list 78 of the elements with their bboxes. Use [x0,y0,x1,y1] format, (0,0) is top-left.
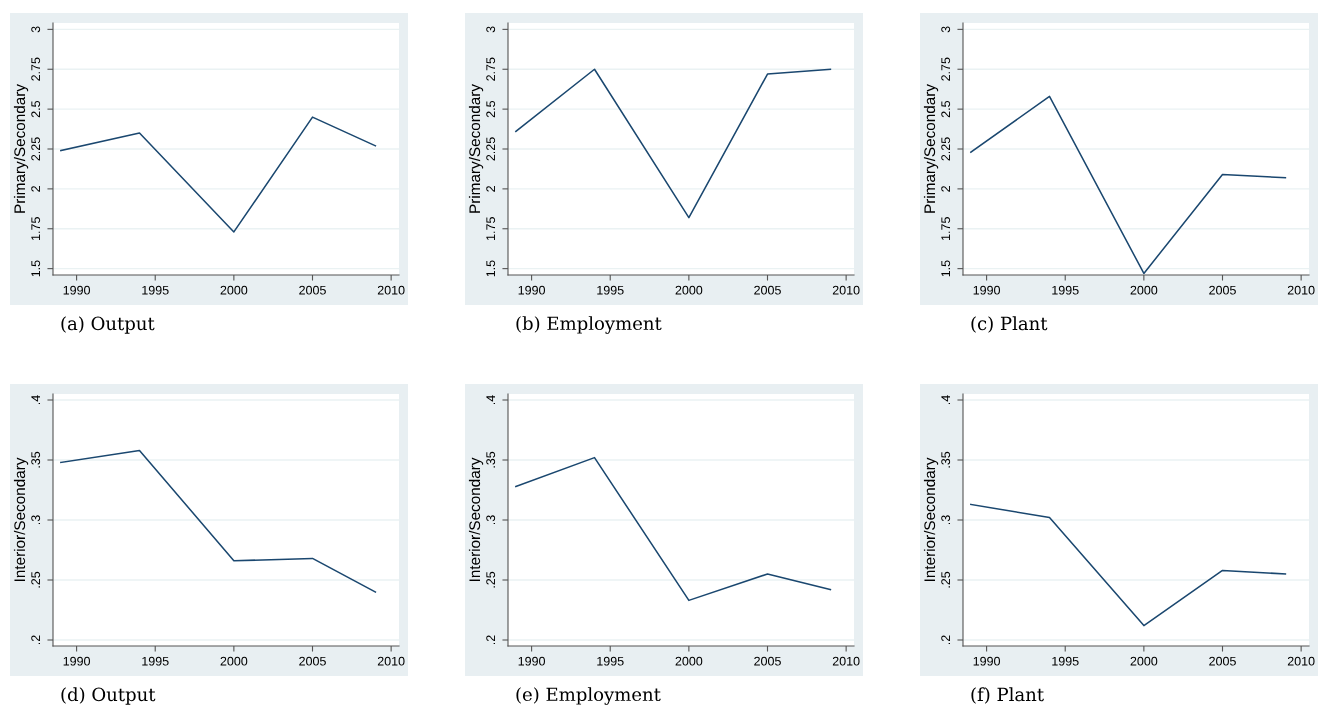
text: (e) Employment [516,687,661,705]
x-tick-label: 2000 [220,656,248,666]
x-tick-label: 1990 [973,285,1001,295]
x-tick-label: 2010 [377,285,405,295]
y-tick-label: 2.25 [31,137,41,161]
y-axis-title: Interior/Secondary [468,457,484,581]
y-tick-label: 2 [486,186,495,192]
y-tick-label: 3 [486,26,496,33]
x-tick-label: 1990 [63,656,91,666]
y-tick-label: .35 [486,451,496,468]
y-tick-label: .4 [941,395,950,405]
y-tick-label: .25 [941,571,951,588]
y-tick-label: .2 [31,635,40,645]
y-tick-label: 2.25 [941,137,951,161]
x-tick-label: 1990 [973,656,1001,666]
y-tick-label: 2.5 [941,100,951,118]
y-axis-title: Primary/Secondary [923,84,939,213]
y-axis-title: Interior/Secondary [13,457,29,581]
x-tick-label: 2010 [1287,656,1315,666]
y-tick-label: .3 [941,515,951,525]
text: (c) Plant [971,316,1048,333]
y-tick-label: 1.5 [941,260,951,277]
x-tick-label: 2010 [832,656,860,666]
x-tick-label: 2005 [754,656,781,666]
y-tick-label: .35 [941,451,951,468]
x-tick-label: 1990 [63,285,91,295]
text: (b) Employment [516,316,662,334]
y-tick-label: 1.5 [486,260,496,277]
x-tick-label: 2000 [675,285,703,295]
y-tick-label: 2.25 [486,137,496,161]
y-axis-title: Primary/Secondary [13,84,29,213]
y-tick-label: .4 [31,395,40,405]
y-tick-label: 1.75 [941,217,951,240]
y-tick-label: .4 [486,395,495,405]
y-tick-label: 1.75 [31,217,41,240]
text: (f) Plant [971,687,1044,704]
y-tick-label: .2 [941,635,950,645]
y-tick-label: 2.5 [31,100,41,118]
x-tick-label: 2010 [377,656,405,666]
y-tick-label: .25 [486,571,496,588]
y-tick-label: .3 [486,515,496,525]
x-tick-label: 2000 [675,656,703,666]
x-tick-label: 2000 [1130,285,1158,295]
x-tick-label: 2005 [299,285,326,295]
x-tick-label: 2005 [1209,285,1236,295]
x-tick-label: 1995 [597,656,624,666]
x-tick-label: 1995 [142,285,169,295]
y-axis-title: Primary/Secondary [468,84,484,213]
x-tick-label: 2005 [754,285,781,295]
x-tick-label: 2010 [832,285,860,295]
y-tick-label: 1.75 [486,217,496,240]
y-tick-label: .25 [31,571,41,588]
y-tick-label: 3 [941,26,951,33]
x-tick-label: 1995 [1052,656,1079,666]
y-tick-label: 2 [941,186,950,192]
y-tick-label: 1.5 [31,260,41,277]
x-tick-label: 1995 [597,285,624,295]
x-tick-label: 2005 [299,656,326,666]
x-tick-label: 2000 [220,285,248,295]
y-tick-label: 2.75 [31,57,41,81]
text: (a) Output [61,316,155,334]
y-tick-label: 2.75 [486,57,496,81]
text: (d) Output [61,687,156,705]
y-tick-label: .3 [31,515,41,525]
x-tick-label: 1995 [142,656,169,666]
x-tick-label: 1990 [518,285,546,295]
y-tick-label: 3 [31,26,41,33]
y-tick-label: 2.75 [941,57,951,81]
x-tick-label: 1995 [1052,285,1079,295]
x-tick-label: 2005 [1209,656,1236,666]
x-tick-label: 2000 [1130,656,1158,666]
y-tick-label: 2 [31,186,40,192]
x-tick-label: 2010 [1287,285,1315,295]
y-axis-title: Interior/Secondary [923,457,939,581]
y-tick-label: .35 [31,451,41,468]
y-tick-label: .2 [486,635,495,645]
y-tick-label: 2.5 [486,100,496,118]
x-tick-label: 1990 [518,656,546,666]
